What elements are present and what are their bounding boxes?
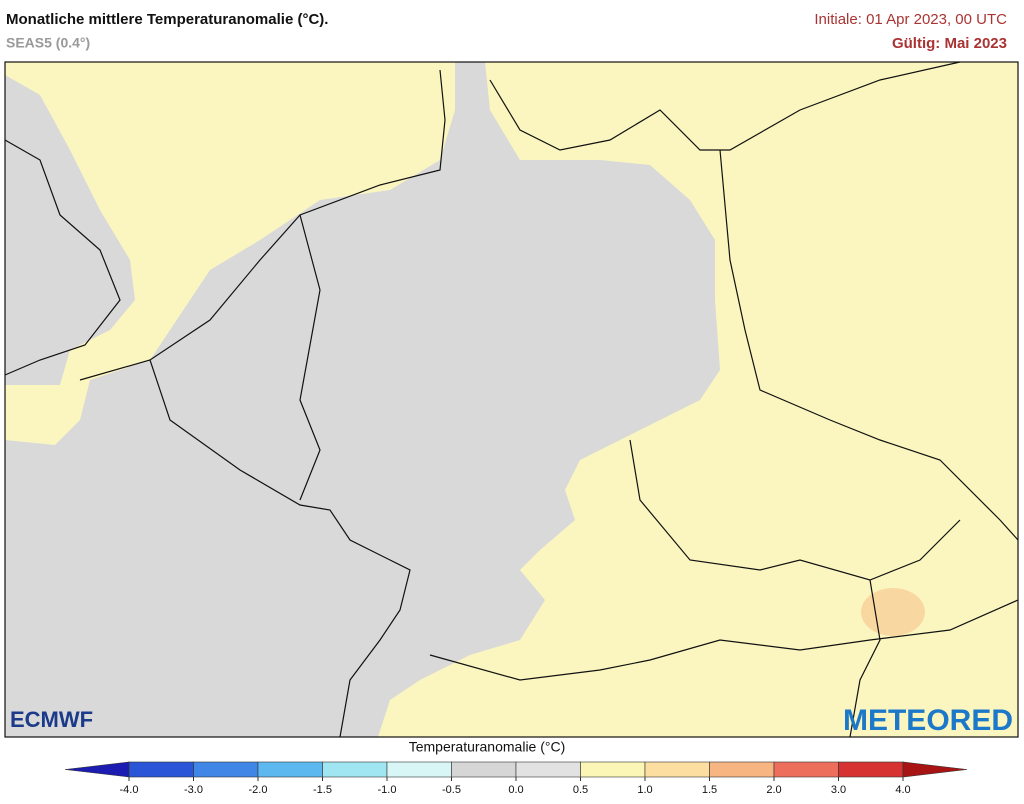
border-line — [629, 439, 961, 581]
map — [4, 61, 1019, 738]
meteored-logo: METEORED — [843, 704, 1013, 737]
colorbar-bin — [386, 761, 452, 778]
subtitle: SEAS5 (0.4°) — [6, 35, 90, 51]
coastline — [489, 61, 961, 151]
coastline — [4, 139, 121, 376]
colorbar-tick-label: 0.0 — [508, 784, 523, 796]
colorbar-bin — [193, 761, 259, 778]
colorbar: -4.0 -3.0 -2.0 -1.5 -1.0 -0.5 0.0 0.5 1.0 1.5 2.0 3… — [64, 761, 968, 796]
colorbar-bin — [128, 761, 194, 778]
colorbar-bin — [773, 761, 839, 778]
colorbar-bin — [838, 761, 904, 778]
colorbar-tick-label: -0.5 — [442, 784, 461, 796]
colorbar-bin — [515, 761, 581, 778]
colorbar-tick-label: -1.0 — [378, 784, 397, 796]
colorbar-bin — [322, 761, 388, 778]
colorbar-tick-label: 4.0 — [895, 784, 910, 796]
colorbar-bin — [580, 761, 646, 778]
ecmwf-logo: ECMWF — [10, 707, 93, 732]
colorbar-tick-label: -3.0 — [184, 784, 203, 796]
colorbar-tick-label: 1.0 — [637, 784, 652, 796]
colorbar-bin — [644, 761, 710, 778]
title: Monatliche mittlere Temperaturanomalie (… — [6, 11, 328, 28]
warm-patch — [861, 588, 925, 636]
colorbar-tick-label: 3.0 — [831, 784, 846, 796]
gray-region — [5, 62, 720, 737]
colorbar-arrow — [64, 761, 130, 778]
colorbar-bin — [257, 761, 323, 778]
colorbar-tick-label: 0.5 — [573, 784, 588, 796]
colorbar-bin — [709, 761, 775, 778]
colorbar-tick-label: -1.5 — [313, 784, 332, 796]
border-line — [429, 599, 1019, 681]
colorbar-tick-label: 2.0 — [766, 784, 781, 796]
border-line — [719, 149, 1019, 541]
colorbar-title: Temperaturanomalie (°C) — [409, 739, 566, 755]
colorbar-tick-label: 1.5 — [702, 784, 717, 796]
map-frame — [4, 61, 1019, 738]
initial-date: Initiale: 01 Apr 2023, 00 UTC — [814, 11, 1007, 28]
border-line — [149, 359, 411, 738]
colorbar-bin — [451, 761, 517, 778]
border-line — [299, 214, 321, 501]
gray-region — [5, 75, 135, 385]
border-line — [849, 579, 881, 738]
colorbar-tick-label: -4.0 — [120, 784, 139, 796]
colorbar-tick-label: -2.0 — [249, 784, 268, 796]
colorbar-arrow — [902, 761, 968, 778]
valid-date: Gültig: Mai 2023 — [892, 35, 1007, 52]
